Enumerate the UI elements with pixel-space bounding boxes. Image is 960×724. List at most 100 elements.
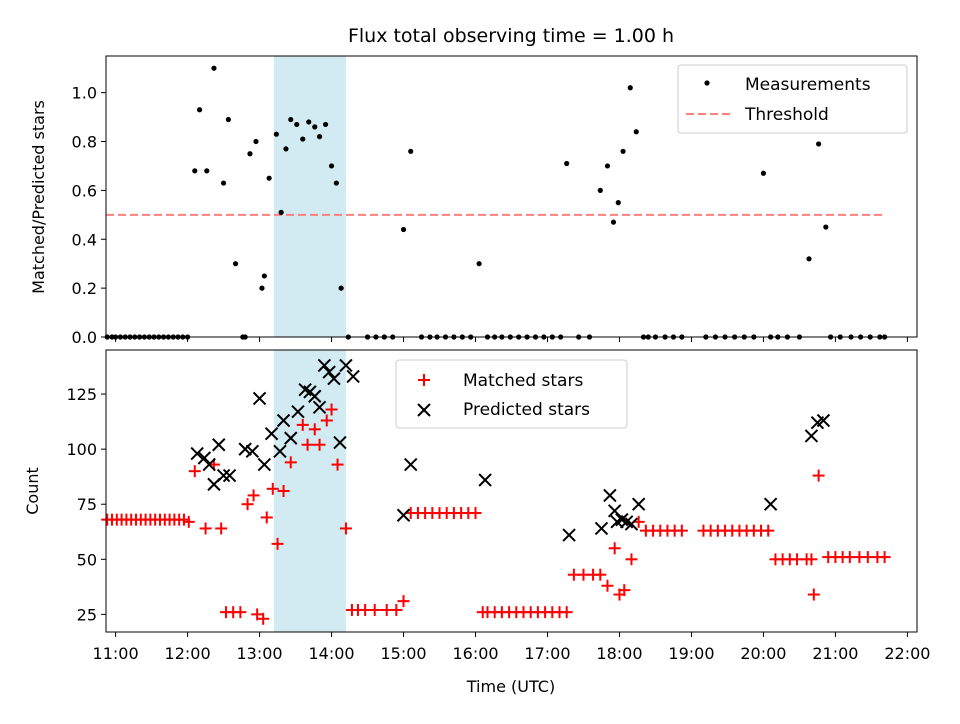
measurement-point (823, 224, 829, 230)
matched-star-point (241, 498, 254, 511)
x-tick-label: 15:00 (380, 644, 426, 663)
matched-star-point (257, 612, 270, 625)
predicted-star-point (264, 427, 279, 441)
x-tick-label: 22:00 (884, 644, 930, 663)
predicted-stars-points (190, 358, 831, 542)
measurement-point (294, 121, 300, 128)
top-y-tick-label: 0.8 (72, 133, 97, 152)
legend-threshold-label: Threshold (744, 105, 829, 125)
matched-star-point (625, 553, 638, 566)
predicted-star-point (276, 413, 291, 428)
bottom-legend: Matched stars Predicted stars (395, 359, 628, 429)
top-y-tick-label: 1.0 (72, 84, 97, 103)
bottom-y-tick-label: 50 (77, 550, 97, 569)
matched-star-point (339, 522, 352, 535)
matched-star-point (878, 551, 891, 564)
top-span (273, 56, 346, 337)
predicted-star-point (284, 431, 298, 445)
matched-star-point (247, 489, 260, 502)
matched-star-point (805, 553, 818, 566)
measurement-point (192, 168, 198, 174)
measurement-point (288, 116, 294, 123)
matched-star-point (397, 595, 410, 608)
matched-star-point (182, 515, 195, 528)
measurement-point (400, 226, 407, 233)
bottom-y-tick-label: 25 (77, 605, 97, 624)
predicted-star-point (327, 371, 341, 386)
predicted-star-point (804, 429, 819, 443)
bottom-x-axis: 11:00 12:00 13:00 14:00 15:00 16:00 17:00 18:00… (93, 632, 930, 663)
measurement-point (253, 138, 259, 145)
matched-star-point (301, 438, 314, 451)
matched-star-point (469, 507, 482, 520)
measurement-point (610, 219, 617, 225)
measurement-point (247, 151, 253, 157)
x-tick-label: 18:00 (596, 644, 642, 663)
measurement-point (273, 131, 279, 137)
matched-star-point (601, 579, 614, 592)
top-y-axis: 0.0 0.2 0.4 0.6 0.8 1.0 (72, 84, 106, 347)
matched-star-point (807, 588, 820, 601)
matched-star-point (812, 469, 825, 482)
x-tick-label: 16:00 (452, 644, 498, 663)
matched-star-point (320, 414, 333, 427)
bottom-y-tick-label: 100 (66, 440, 97, 459)
matched-star-point (266, 482, 279, 495)
measurement-point (604, 163, 611, 169)
top-panel: 0.0 0.2 0.4 0.6 0.8 1.0 Matched/Predicted sta… (29, 55, 918, 347)
measurement-point (204, 168, 210, 174)
measurement-point (312, 124, 318, 130)
legend-predicted-label: Predicted stars (463, 400, 590, 420)
matched-star-point (260, 511, 273, 524)
matched-star-point (560, 606, 573, 619)
top-legend-box (677, 64, 908, 134)
predicted-star-point (216, 468, 231, 483)
predicted-star-point (322, 365, 336, 379)
measurement-point (615, 200, 621, 206)
measurement-point (408, 148, 414, 154)
predicted-star-point (273, 444, 287, 459)
top-y-tick-label: 0.6 (72, 181, 97, 200)
predicted-star-point (202, 457, 216, 472)
measurement-point (278, 209, 284, 215)
bottom-y-tick-label: 125 (66, 385, 97, 404)
matched-star-point (296, 418, 309, 431)
matched-star-point (284, 456, 297, 469)
x-tick-label: 21:00 (812, 644, 858, 663)
x-tick-label: 20:00 (740, 644, 786, 663)
measurement-point (806, 256, 812, 262)
measurement-point (196, 107, 203, 113)
predicted-star-point (312, 400, 327, 414)
matched-star-point (675, 524, 688, 537)
matched-star-point (188, 465, 201, 478)
matched-star-point (368, 603, 381, 616)
measurement-point (261, 273, 267, 279)
measurement-point (211, 65, 217, 71)
measurement-point (597, 187, 603, 193)
predicted-star-point (763, 497, 778, 511)
legend-matched-marker (418, 374, 430, 386)
predicted-star-point (212, 438, 226, 452)
measurement-point (232, 261, 239, 267)
matched-star-point (308, 423, 321, 436)
predicted-star-point (308, 389, 322, 403)
measurement-point (220, 180, 227, 186)
measurement-point (333, 180, 339, 186)
predicted-star-point (624, 517, 639, 531)
predicted-star-point (222, 468, 237, 483)
predicted-star-point (562, 528, 576, 542)
measurement-point (300, 136, 306, 142)
legend-measurements-label: Measurements (745, 75, 871, 95)
measurement-point (633, 129, 639, 135)
top-axes-frame (105, 55, 918, 338)
measurement-point (338, 285, 344, 291)
top-legend: Measurements Threshold (677, 64, 908, 134)
matched-star-point (331, 458, 344, 471)
x-tick-label: 13:00 (237, 644, 283, 663)
measurement-point (760, 170, 767, 176)
predicted-star-point (594, 521, 609, 536)
predicted-star-point (291, 404, 305, 419)
top-y-tick-label: 0.4 (72, 230, 97, 249)
measurement-point (259, 285, 265, 291)
